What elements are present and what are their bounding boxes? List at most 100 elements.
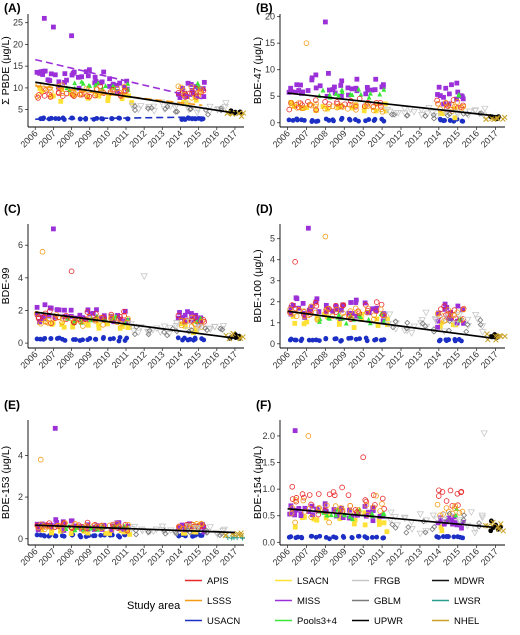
data-point-lsss (292, 519, 298, 526)
data-point-miss (316, 309, 322, 314)
data-point-miss (182, 312, 188, 318)
data-point-miss (47, 78, 53, 83)
x-tick-label: 2013 (145, 128, 166, 149)
data-point-miss (34, 69, 40, 75)
data-point-miss (441, 94, 446, 100)
data-point-miss (54, 307, 60, 312)
data-point-lsss (326, 519, 332, 526)
x-tick-label: 2015 (182, 546, 203, 567)
data-point-usacn (60, 336, 65, 342)
data-point-miss (101, 69, 107, 75)
data-point-miss (314, 296, 320, 302)
data-point-nhel (502, 333, 508, 340)
data-point-miss (333, 303, 339, 309)
data-point-miss (444, 519, 450, 525)
x-tick-label: 2012 (384, 128, 405, 149)
data-point-apis (52, 315, 59, 321)
data-point-miss (68, 307, 74, 313)
data-point-lsss (339, 506, 346, 513)
data-point-apis (436, 487, 442, 494)
data-point-lsacn (351, 325, 357, 330)
data-point-gblm (460, 517, 467, 523)
data-point-miss (69, 33, 74, 39)
data-point-miss (362, 503, 368, 509)
data-point-lsacn (105, 98, 111, 103)
legend-label: Pools3+4 (297, 616, 337, 627)
data-point-miss (436, 84, 442, 90)
data-point-miss (110, 523, 116, 529)
legend-label: USACN (207, 616, 240, 627)
x-tick-label: 2007 (290, 128, 311, 149)
data-point-frgb (193, 109, 201, 117)
data-point-miss (287, 511, 293, 517)
data-point-miss (117, 80, 123, 86)
data-point-lsss (370, 104, 376, 111)
data-point-frgb (466, 108, 474, 116)
data-point-miss (201, 94, 207, 99)
data-point-gblm (461, 512, 468, 519)
data-point-frgb (422, 323, 431, 331)
x-tick-label: 2014 (422, 128, 443, 149)
data-point-lsacn (321, 312, 327, 317)
x-tick-label: 2009 (327, 546, 348, 567)
data-point-gblm (145, 529, 152, 535)
x-tick-label: 2016 (460, 349, 481, 370)
data-point-frgb (410, 323, 418, 331)
data-point-usacn (111, 336, 116, 341)
data-point-apis (86, 93, 93, 100)
data-point-miss (290, 303, 296, 308)
data-point-lsss (178, 322, 185, 329)
data-point-usacn (192, 335, 198, 341)
data-point-apis (110, 521, 116, 528)
y-axis-label: BDE-154 (μg/L) (252, 446, 264, 519)
data-point-gblm (405, 524, 412, 531)
data-point-usacn (34, 532, 40, 538)
data-point-nhel (500, 528, 507, 534)
data-point-miss (323, 302, 329, 308)
data-point-apis (84, 309, 91, 315)
data-point-pools34 (333, 512, 339, 518)
data-point-lsss (38, 320, 44, 327)
data-point-usacn (295, 534, 301, 540)
data-point-miss (122, 308, 128, 314)
trend-line-lsss (35, 84, 203, 107)
data-point-lsacn (193, 97, 199, 103)
x-tick-label: 2014 (164, 128, 185, 149)
data-point-frgb (150, 103, 158, 111)
data-point-apis (331, 492, 338, 499)
data-point-apis (334, 99, 340, 105)
data-point-miss (298, 82, 303, 88)
data-point-apis (35, 315, 42, 322)
data-point-lsacn (127, 324, 132, 330)
panel-1: (B) 0 5 10 15 20 BDE-47 (μg/L) 2006200720082009… (252, 1, 508, 150)
data-point-apis (83, 525, 90, 532)
data-point-miss (364, 85, 370, 90)
data-point-frgb (137, 324, 145, 331)
data-point-gblm (161, 329, 168, 336)
data-point-frgb (407, 330, 416, 337)
data-point-apis (330, 489, 337, 495)
data-point-frgb (418, 317, 426, 324)
x-tick-label: 2008 (309, 349, 330, 370)
x-tick-label: 2007 (37, 546, 58, 567)
data-point-miss (293, 295, 299, 301)
data-point-usacn (326, 117, 332, 123)
data-point-lsacn (39, 527, 44, 533)
y-axis-label: BDE-153 (μg/L) (0, 446, 12, 519)
data-point-lsss (364, 309, 370, 316)
y-tick-label: 10 (13, 83, 23, 93)
data-point-miss (71, 69, 77, 75)
data-point-pools34 (328, 512, 334, 518)
data-point-miss (201, 79, 207, 85)
data-point-lsss (59, 319, 65, 326)
data-point-gblm (476, 110, 483, 117)
legend-label: FRGB (374, 576, 400, 587)
data-point-lsacn (337, 516, 343, 522)
trend-line-overall (35, 81, 236, 114)
data-point-usacn (306, 337, 312, 343)
x-tick-label: 2017 (218, 546, 239, 567)
data-point-miss (309, 503, 315, 509)
data-point-frgb (130, 328, 138, 335)
data-point-miss (339, 505, 344, 511)
data-point-lsacn (85, 94, 90, 100)
